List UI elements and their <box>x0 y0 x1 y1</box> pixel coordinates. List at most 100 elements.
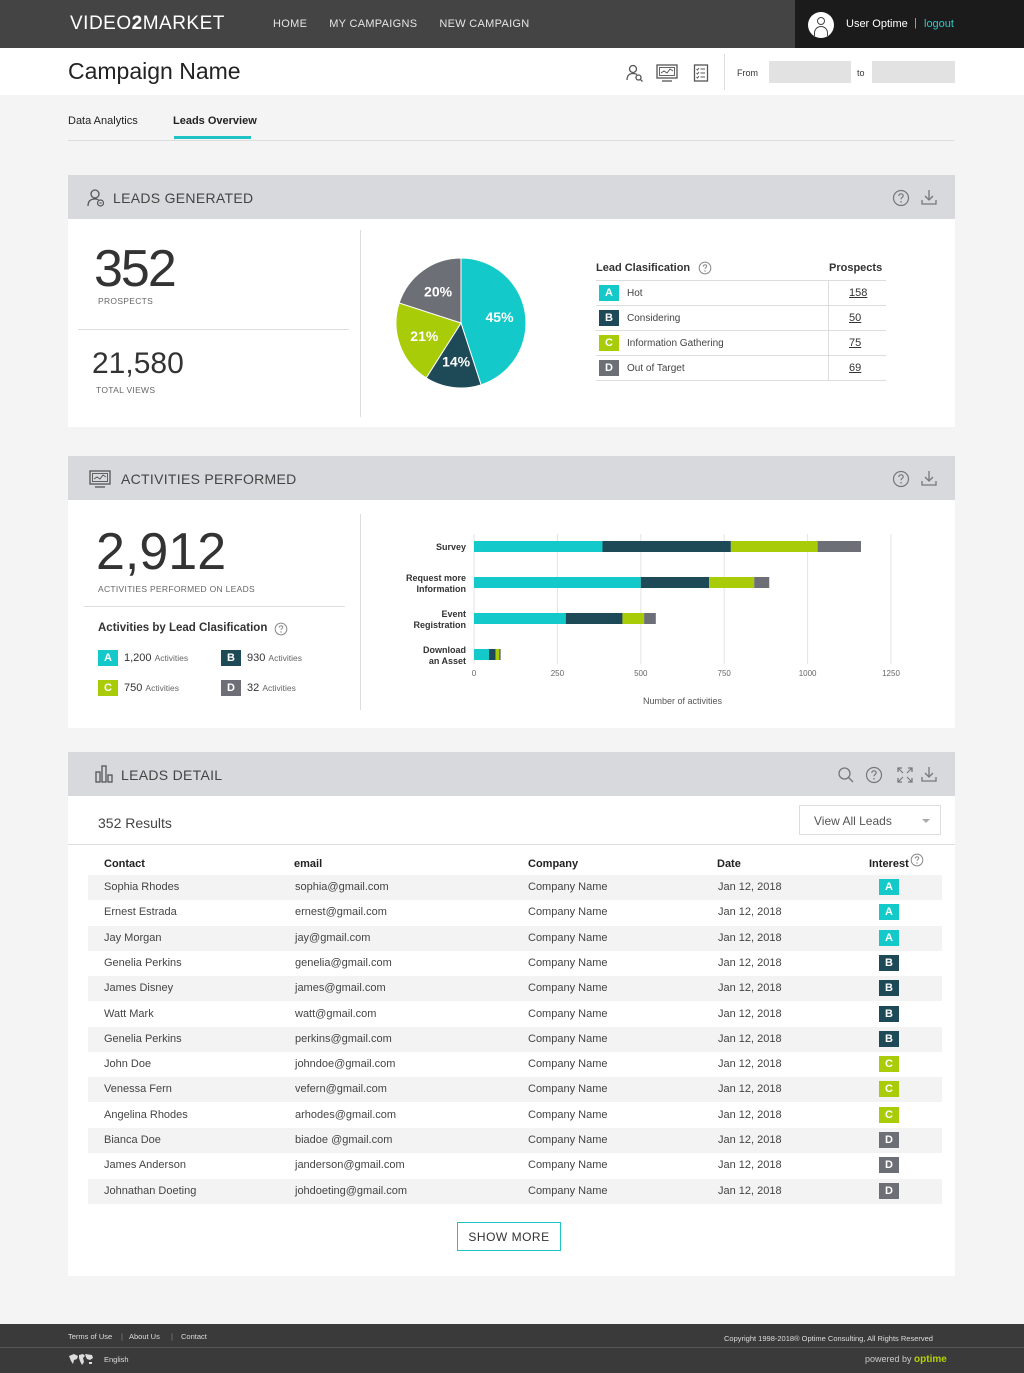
cell-email: sophia@gmail.com <box>295 881 389 893</box>
activities-total-label: ACTIVITIES PERFORMED ON LEADS <box>98 584 256 594</box>
table-row[interactable]: Jay Morgan jay@gmail.com Company Name Jan 1… <box>88 925 942 951</box>
footer-terms-link[interactable]: Terms of Use <box>68 1332 113 1341</box>
user-box: User Optime | logout <box>795 0 1024 48</box>
activities-help-icon[interactable] <box>274 622 288 636</box>
monitor-chart-icon[interactable] <box>655 63 679 83</box>
classification-help-icon[interactable] <box>698 261 712 275</box>
expand-icon[interactable] <box>896 766 914 784</box>
bar-segment-B[interactable] <box>489 649 496 660</box>
class-prospects-link[interactable]: 50 <box>849 312 862 324</box>
footer-about-link[interactable]: About Us <box>129 1332 160 1341</box>
bar-segment-B[interactable] <box>565 613 623 624</box>
cell-company: Company Name <box>528 956 608 969</box>
cell-company: Company Name <box>528 906 608 919</box>
table-row[interactable]: Genelia Perkins genelia@gmail.com Company … <box>88 951 942 976</box>
table-row[interactable]: Sophia Rhodes sophia@gmail.com Company Nam… <box>88 875 942 900</box>
table-row[interactable]: James Disney james@gmail.com Company Name J… <box>88 976 942 1002</box>
download-icon[interactable] <box>920 469 938 487</box>
nav-new-campaign-link[interactable]: NEW CAMPAIGN <box>439 18 530 30</box>
bar-segment-C[interactable] <box>730 541 818 552</box>
activity-class-item: C 750 Activities <box>98 680 179 696</box>
checklist-icon[interactable] <box>691 63 711 83</box>
table-row[interactable]: Angelina Rhodes arhodes@gmail.com Company … <box>88 1103 942 1128</box>
bar-segment-A[interactable] <box>474 649 490 660</box>
lead-classification-header: Lead Clasification <box>596 262 691 274</box>
bar-segment-D[interactable] <box>644 613 656 624</box>
table-row[interactable]: John Doe johndoe@gmail.com Company Name Jan… <box>88 1052 942 1077</box>
pie-slice-B[interactable] <box>425 321 482 389</box>
column-header-email[interactable]: email <box>294 858 323 870</box>
user-avatar-icon[interactable] <box>808 12 834 38</box>
leads-filter-dropdown[interactable]: View All Leads <box>799 805 941 835</box>
nav-my-campaigns-link[interactable]: MY CAMPAIGNS <box>329 18 418 30</box>
interest-help-icon[interactable] <box>910 853 924 867</box>
table-row[interactable]: Genelia Perkins perkins@gmail.com Company … <box>88 1026 942 1052</box>
to-date-input[interactable] <box>872 61 955 83</box>
pie-label-C: 21% <box>410 328 439 344</box>
table-row[interactable]: Bianca Doe biadoe @gmail.com Company Name J… <box>88 1128 942 1153</box>
total-views-label: TOTAL VIEWS <box>96 385 156 395</box>
bar-segment-D[interactable] <box>754 577 770 588</box>
download-icon[interactable] <box>920 765 938 783</box>
bar-segment-B[interactable] <box>602 541 731 552</box>
pie-slice-A[interactable] <box>460 257 527 386</box>
cell-company: Company Name <box>528 1032 608 1045</box>
help-icon[interactable] <box>865 766 883 784</box>
column-header-interest[interactable]: Interest <box>869 858 909 870</box>
pie-slice-D[interactable] <box>398 257 462 324</box>
cell-company: Company Name <box>528 982 608 995</box>
bar-segment-C[interactable] <box>622 613 645 624</box>
search-icon[interactable] <box>837 766 855 784</box>
category-label: Event <box>441 609 466 619</box>
classification-row: D Out of Target 69 <box>596 356 886 381</box>
from-date-input[interactable] <box>769 61 851 83</box>
footer-contact-link[interactable]: Contact <box>181 1332 207 1341</box>
bar-segment-C[interactable] <box>495 649 500 660</box>
bar-segment-B[interactable] <box>640 577 710 588</box>
tab-data-analytics[interactable]: Data Analytics <box>68 115 138 127</box>
language-selector[interactable]: English <box>104 1355 129 1364</box>
interest-badge: B <box>879 1005 899 1022</box>
class-prospects-link[interactable]: 75 <box>849 337 862 349</box>
tab-leads-overview[interactable]: Leads Overview <box>173 115 257 127</box>
cell-date: Jan 12, 2018 <box>718 1007 782 1020</box>
class-prospects-link[interactable]: 158 <box>849 287 868 299</box>
bar-segment-D[interactable] <box>817 541 861 552</box>
cell-company: Company Name <box>528 1134 608 1146</box>
pie-slice-C[interactable] <box>395 302 462 379</box>
cell-contact: Genelia Perkins <box>104 956 182 969</box>
nav-home-link[interactable]: HOME <box>273 18 308 30</box>
cell-email: biadoe @gmail.com <box>295 1134 393 1146</box>
panel-title: LEADS GENERATED <box>113 190 254 206</box>
user-search-icon[interactable] <box>624 63 644 83</box>
class-badge: D <box>599 360 619 376</box>
table-top-rule <box>68 844 955 845</box>
prospects-header: Prospects <box>829 262 883 274</box>
cell-contact: Johnathan Doeting <box>104 1184 197 1197</box>
class-badge: A <box>599 285 619 301</box>
class-badge: B <box>599 310 619 326</box>
logout-link[interactable]: logout <box>924 18 954 30</box>
show-more-button[interactable]: SHOW MORE <box>457 1222 561 1251</box>
bar-segment-D[interactable] <box>499 649 501 660</box>
bar-segment-A[interactable] <box>474 577 641 588</box>
bar-segment-A[interactable] <box>474 613 566 624</box>
table-row[interactable]: Ernest Estrada ernest@gmail.com Company Na… <box>88 900 942 925</box>
column-header-date[interactable]: Date <box>717 858 741 870</box>
download-icon[interactable] <box>920 188 938 206</box>
cell-email: ernest@gmail.com <box>295 906 387 919</box>
column-header-contact[interactable]: Contact <box>104 858 145 870</box>
activity-unit: Activities <box>262 682 296 693</box>
table-row[interactable]: Watt Mark watt@gmail.com Company Name Jan 1… <box>88 1002 942 1027</box>
bar-segment-A[interactable] <box>474 541 603 552</box>
bar-segment-C[interactable] <box>709 577 755 588</box>
table-row[interactable]: Johnathan Doeting johdoeting@gmail.com Com… <box>88 1178 942 1204</box>
table-row[interactable]: James Anderson janderson@gmail.com Company… <box>88 1153 942 1178</box>
help-icon[interactable] <box>892 470 910 488</box>
class-prospects-link[interactable]: 69 <box>849 362 862 374</box>
help-icon[interactable] <box>892 189 910 207</box>
table-row[interactable]: Venessa Fern vefern@gmail.com Company Name… <box>88 1077 942 1103</box>
logo[interactable]: VIDEO2MARKET <box>70 13 225 34</box>
column-header-company[interactable]: Company <box>528 858 579 870</box>
class-divider <box>828 306 829 331</box>
